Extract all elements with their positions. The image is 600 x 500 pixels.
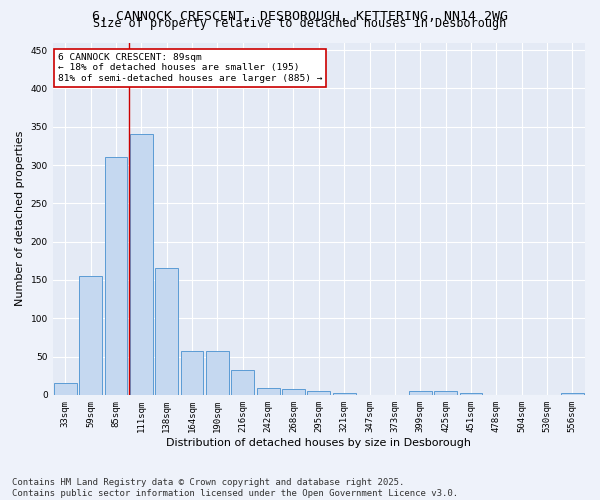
Bar — [155, 268, 178, 395]
Bar — [206, 351, 229, 395]
Bar — [257, 388, 280, 395]
Bar — [79, 276, 102, 395]
X-axis label: Distribution of detached houses by size in Desborough: Distribution of detached houses by size … — [166, 438, 472, 448]
Bar — [232, 370, 254, 395]
Text: Contains HM Land Registry data © Crown copyright and database right 2025.
Contai: Contains HM Land Registry data © Crown c… — [12, 478, 458, 498]
Text: Size of property relative to detached houses in Desborough: Size of property relative to detached ho… — [94, 18, 506, 30]
Y-axis label: Number of detached properties: Number of detached properties — [15, 131, 25, 306]
Bar — [282, 390, 305, 395]
Bar — [130, 134, 153, 395]
Bar — [104, 158, 127, 395]
Bar — [434, 391, 457, 395]
Bar — [561, 392, 584, 395]
Bar — [460, 394, 482, 395]
Bar — [54, 384, 77, 395]
Bar — [307, 391, 330, 395]
Bar — [333, 394, 356, 395]
Bar — [409, 391, 431, 395]
Text: 6, CANNOCK CRESCENT, DESBOROUGH, KETTERING, NN14 2WG: 6, CANNOCK CRESCENT, DESBOROUGH, KETTERI… — [92, 10, 508, 23]
Text: 6 CANNOCK CRESCENT: 89sqm
← 18% of detached houses are smaller (195)
81% of semi: 6 CANNOCK CRESCENT: 89sqm ← 18% of detac… — [58, 53, 322, 83]
Bar — [181, 351, 203, 395]
